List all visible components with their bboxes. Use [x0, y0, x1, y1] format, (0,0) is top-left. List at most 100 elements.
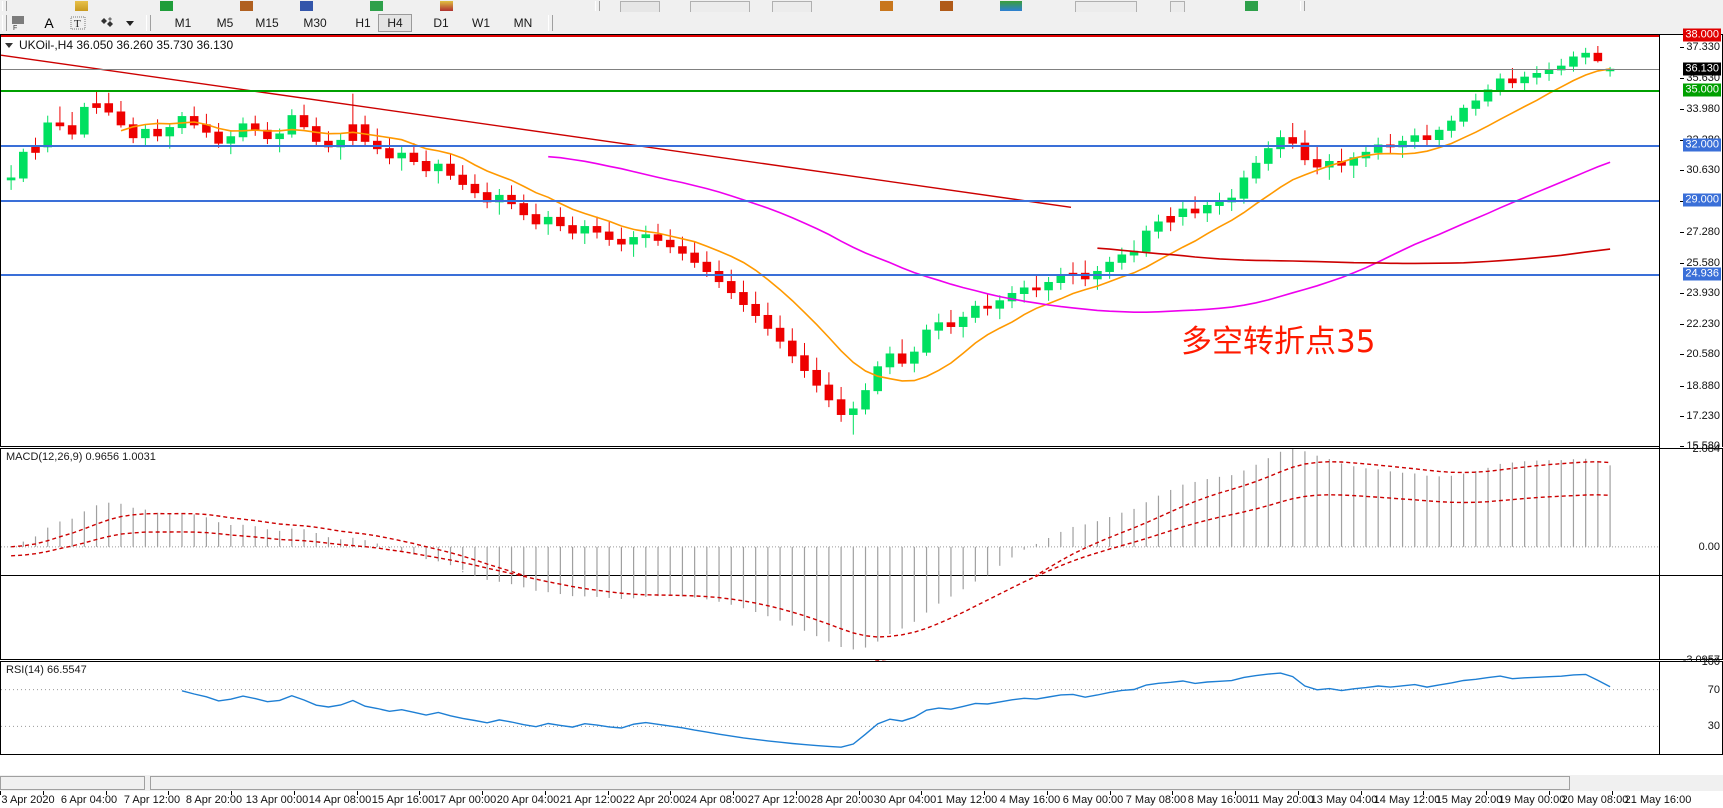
macd-plot-lower	[11, 494, 1611, 650]
price-level-label-support[interactable]: 24.936	[1683, 267, 1721, 281]
text-label-glyph: A	[44, 15, 54, 31]
time-tick: 22 Apr 20:00	[622, 794, 686, 806]
time-tick: 14 May 12:00	[1373, 794, 1441, 806]
tf-button-w1[interactable]: W1	[458, 14, 504, 32]
time-tick: 28 Apr 20:00	[810, 794, 874, 806]
price-level-label-resistance[interactable]: 38.000	[1683, 28, 1721, 42]
collapse-caret-icon[interactable]	[5, 42, 13, 48]
crosshair-grid-icon[interactable]: F	[8, 14, 30, 32]
rsi-pane[interactable]: RSI(14) 66.5547 100 70 30	[0, 656, 1723, 755]
toolbar-grip[interactable]	[2, 1, 7, 11]
time-separator	[670, 791, 671, 795]
price-tick: 33.980	[1680, 103, 1720, 115]
chartshift-icon[interactable]	[940, 1, 953, 11]
price-pane[interactable]: UKOil-,H4 36.050 36.260 35.730 36.130 多空…	[0, 28, 1723, 452]
price-tick: 27.280	[1680, 226, 1720, 238]
price-tick: 37.330	[1680, 41, 1720, 53]
tf-button-h4[interactable]: H4	[378, 14, 412, 32]
level-line-35[interactable]	[1, 89, 1661, 92]
time-separator	[419, 791, 420, 795]
time-separator	[0, 791, 1, 795]
ohlc-icon[interactable]	[1245, 1, 1258, 11]
price-level-label-support[interactable]: 29.000	[1683, 193, 1721, 207]
price-tick: 23.930	[1680, 287, 1720, 299]
macd-axis[interactable]: 2.084 0.00	[1659, 443, 1722, 575]
toolbar-grip-3[interactable]	[1300, 1, 1305, 11]
tf-button-m30[interactable]: M30	[292, 14, 338, 32]
tf-button-d1[interactable]: D1	[418, 14, 464, 32]
autoscroll-icon[interactable]	[880, 1, 893, 11]
time-tick: 3 Apr 2020	[1, 794, 55, 806]
rsi-axis[interactable]: 100 70 30	[1659, 656, 1722, 754]
level-line-32[interactable]	[1, 144, 1661, 147]
status-cell-main	[150, 776, 1570, 790]
pointer-icon[interactable]	[75, 1, 88, 11]
time-separator	[43, 791, 44, 795]
time-tick: 21 Apr 12:00	[559, 794, 623, 806]
time-axis[interactable]: 3 Apr 2020 6 Apr 04:00 7 Apr 12:00 8 Apr 20…	[0, 790, 1723, 808]
candle-chart-icon[interactable]	[240, 1, 253, 11]
template-box-icon[interactable]	[620, 1, 660, 12]
grid-toggle-icon[interactable]	[1170, 1, 1185, 12]
level-line-24936[interactable]	[1, 274, 1661, 277]
time-tick: 7 May 08:00	[1125, 794, 1187, 806]
price-level-label-last-price[interactable]: 36.130	[1683, 62, 1721, 76]
macd-pane[interactable]: MACD(12,26,9) 0.9656 1.0031 2.084 0.00	[0, 443, 1723, 661]
rsi-label: RSI(14) 66.5547	[6, 664, 87, 676]
time-separator	[1423, 791, 1424, 795]
rsi-tick: 100	[1701, 656, 1720, 668]
time-tick: 30 Apr 04:00	[873, 794, 937, 806]
time-tick: 20 Apr 04:00	[496, 794, 560, 806]
zoom-in-icon[interactable]	[370, 1, 383, 11]
tf-label: D1	[433, 16, 449, 30]
price-tick: 18.880	[1680, 380, 1720, 392]
chart-area[interactable]: UKOil-,H4 36.050 36.260 35.730 36.130 多空…	[0, 28, 1723, 808]
text-box-icon[interactable]: T	[66, 14, 90, 32]
tf-button-m15[interactable]: M15	[244, 14, 290, 32]
time-separator	[1235, 791, 1236, 795]
tf-button-h1[interactable]: H1	[340, 14, 386, 32]
time-tick: 27 Apr 12:00	[747, 794, 811, 806]
time-tick: 19 May 00:00	[1498, 794, 1566, 806]
toolbar-grip-6[interactable]	[548, 15, 553, 31]
toolbar-grip-5[interactable]	[146, 15, 151, 31]
toolbar-drawing-and-timeframes[interactable]: F A T M1 M5 M15	[0, 12, 1723, 35]
toolbar-grip-4[interactable]	[2, 15, 7, 31]
line-chart-icon[interactable]	[300, 1, 313, 11]
timeframe-box-icon[interactable]	[1075, 1, 1137, 12]
tf-button-m5[interactable]: M5	[202, 14, 248, 32]
period-box-icon[interactable]	[690, 1, 750, 12]
price-level-label-support[interactable]: 32.000	[1683, 138, 1721, 152]
tf-button-mn[interactable]: MN	[500, 14, 546, 32]
time-separator	[1298, 791, 1299, 795]
bar-chart-icon[interactable]	[160, 1, 173, 11]
price-tick: 20.580	[1680, 348, 1720, 360]
symbol-ohlc-text: UKOil-,H4 36.050 36.260 35.730 36.130	[19, 38, 234, 52]
toolbar-grip-2[interactable]	[595, 1, 600, 11]
shapes-icon[interactable]	[96, 14, 120, 32]
text-label-icon[interactable]: A	[38, 14, 60, 32]
time-separator	[168, 791, 169, 795]
time-tick: 15 Apr 16:00	[371, 794, 435, 806]
svg-text:F: F	[13, 25, 17, 31]
indicators-icon[interactable]	[1000, 1, 1022, 11]
level-line-29[interactable]	[1, 199, 1661, 202]
tf-label: W1	[472, 16, 490, 30]
level-line-38[interactable]	[1, 35, 1661, 37]
macd-axis-lower[interactable]: -3.0957	[1659, 576, 1722, 666]
chart-annotation-text[interactable]: 多空转折点35	[1181, 323, 1376, 360]
indicator-box-icon[interactable]	[772, 1, 812, 12]
zoom-out-icon[interactable]	[440, 1, 453, 11]
price-axis[interactable]: 37.33035.63033.98032.28030.63028.93027.2…	[1659, 28, 1722, 452]
time-separator	[1047, 791, 1048, 795]
rsi-tick: 30	[1707, 720, 1720, 733]
tf-button-m1[interactable]: M1	[160, 14, 206, 32]
tf-label: M1	[174, 16, 192, 30]
time-separator	[921, 791, 922, 795]
time-tick: 8 Apr 20:00	[185, 794, 243, 806]
time-tick: 14 Apr 08:00	[308, 794, 372, 806]
chevron-down-icon[interactable]	[122, 14, 138, 32]
symbol-header[interactable]: UKOil-,H4 36.050 36.260 35.730 36.130	[5, 38, 233, 52]
time-separator	[796, 791, 797, 795]
price-level-label-pivot[interactable]: 35.000	[1683, 83, 1721, 97]
